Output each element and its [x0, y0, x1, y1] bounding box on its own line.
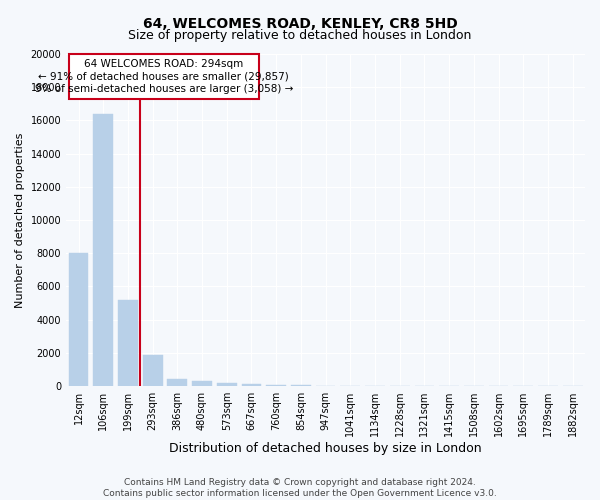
Bar — [68, 253, 88, 386]
X-axis label: Distribution of detached houses by size in London: Distribution of detached houses by size … — [169, 442, 482, 455]
Bar — [143, 356, 163, 386]
Bar — [68, 54, 259, 99]
Text: ← 91% of detached houses are smaller (29,857): ← 91% of detached houses are smaller (29… — [38, 72, 289, 82]
Text: 64, WELCOMES ROAD, KENLEY, CR8 5HD: 64, WELCOMES ROAD, KENLEY, CR8 5HD — [143, 18, 457, 32]
Y-axis label: Number of detached properties: Number of detached properties — [15, 132, 25, 308]
Bar — [242, 384, 262, 386]
Bar — [94, 114, 113, 386]
Text: Size of property relative to detached houses in London: Size of property relative to detached ho… — [128, 29, 472, 42]
Bar — [217, 384, 236, 386]
Bar — [167, 378, 187, 386]
Bar — [118, 300, 138, 386]
Text: 64 WELCOMES ROAD: 294sqm: 64 WELCOMES ROAD: 294sqm — [84, 59, 244, 69]
Bar — [192, 382, 212, 386]
Text: Contains HM Land Registry data © Crown copyright and database right 2024.
Contai: Contains HM Land Registry data © Crown c… — [103, 478, 497, 498]
Bar — [266, 385, 286, 386]
Text: 9% of semi-detached houses are larger (3,058) →: 9% of semi-detached houses are larger (3… — [35, 84, 293, 94]
